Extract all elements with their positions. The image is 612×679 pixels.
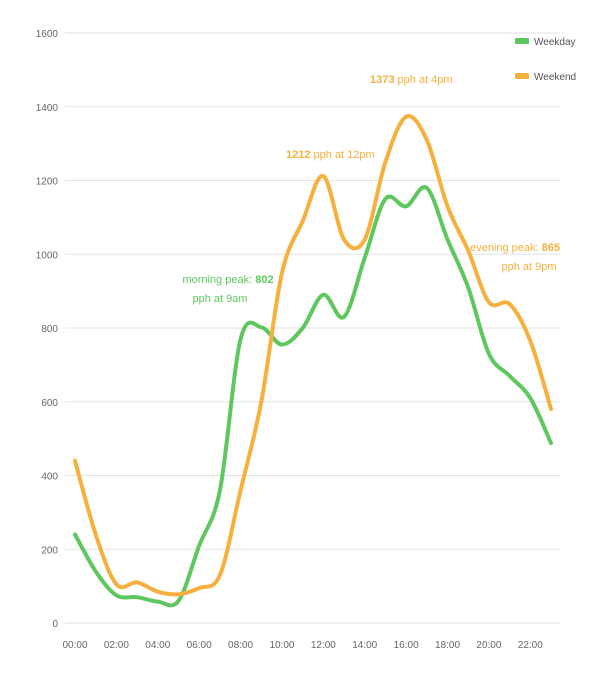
annotation-afternoon-peak-value: 1373: [370, 74, 394, 86]
annotation-noon-peak-value: 1212: [286, 149, 310, 161]
annotation-afternoon-peak-suffix: pph at 4pm: [394, 74, 452, 86]
legend-label-weekend: Weekend: [534, 72, 576, 83]
x-tick-label: 02:00: [104, 640, 129, 651]
legend-label-weekday: Weekday: [534, 37, 576, 48]
legend-item-weekday[interactable]: Weekday: [515, 37, 576, 48]
annotation-morning-peak-text: morning peak:: [182, 274, 255, 286]
annotation-afternoon-peak-line: 1373 pph at 4pm: [370, 74, 453, 86]
y-tick-label: 800: [41, 324, 58, 335]
y-axis-ticks: 0 200 400 600 800 1000 1200 1400 1600: [36, 29, 59, 630]
y-tick-label: 400: [41, 472, 58, 483]
annotation-afternoon-peak: 1373 pph at 4pm: [370, 74, 453, 86]
x-tick-label: 12:00: [311, 640, 336, 651]
legend-swatch-weekend: [515, 73, 529, 79]
x-tick-label: 22:00: [518, 640, 543, 651]
y-tick-label: 1000: [36, 250, 59, 261]
legend-swatch-weekday: [515, 38, 529, 44]
y-tick-label: 600: [41, 398, 58, 409]
legend-item-weekend[interactable]: Weekend: [515, 72, 576, 83]
x-tick-label: 20:00: [476, 640, 501, 651]
x-tick-label: 16:00: [394, 640, 419, 651]
annotation-noon-peak: 1212 pph at 12pm: [286, 149, 375, 161]
annotation-evening-peak-line1: evening peak: 865: [470, 242, 560, 254]
series-line-weekend: [73, 114, 553, 597]
annotation-noon-peak-line: 1212 pph at 12pm: [286, 149, 375, 161]
x-axis-ticks: 00:00 02:00 04:00 06:00 08:00 10:00 12:00 14:00…: [62, 640, 543, 651]
x-tick-label: 04:00: [145, 640, 170, 651]
annotation-noon-peak-suffix: pph at 12pm: [310, 149, 374, 161]
y-tick-label: 1400: [36, 103, 59, 114]
y-tick-label: 0: [52, 619, 58, 630]
legend: Weekday Weekend: [515, 37, 576, 83]
annotation-evening-peak: evening peak: 865 pph at 9pm: [470, 242, 560, 273]
annotation-morning-peak-value: 802: [255, 274, 273, 286]
annotation-evening-peak-text: evening peak:: [470, 242, 542, 254]
grid-lines: [65, 32, 560, 624]
annotation-evening-peak-value: 865: [542, 242, 560, 254]
x-tick-label: 08:00: [228, 640, 253, 651]
x-tick-label: 18:00: [435, 640, 460, 651]
y-tick-label: 1200: [36, 177, 59, 188]
series-lines: [73, 114, 553, 608]
annotation-morning-peak-line1: morning peak: 802: [182, 274, 273, 286]
x-tick-label: 14:00: [352, 640, 377, 651]
y-tick-label: 200: [41, 545, 58, 556]
y-tick-label: 1600: [36, 29, 59, 40]
x-tick-label: 06:00: [187, 640, 212, 651]
annotation-evening-peak-line2: pph at 9pm: [501, 261, 556, 273]
annotation-morning-peak-line2: pph at 9am: [192, 293, 247, 305]
series-line-weekday: [73, 185, 553, 608]
x-tick-label: 10:00: [269, 640, 294, 651]
x-tick-label: 00:00: [62, 640, 87, 651]
annotation-morning-peak: morning peak: 802 pph at 9am: [182, 274, 273, 305]
